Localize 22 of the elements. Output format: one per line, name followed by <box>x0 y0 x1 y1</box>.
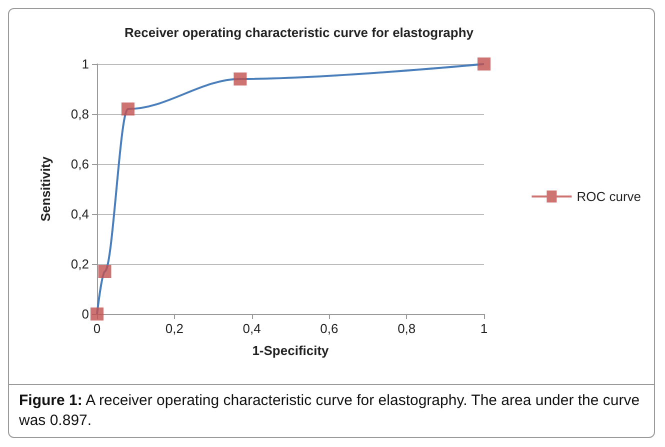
y-tick-label: 1 <box>82 56 89 72</box>
x-tick-label: 1 <box>480 321 488 336</box>
y-tick-label: 0,8 <box>70 106 89 122</box>
point <box>98 265 112 278</box>
chart-title: Receiver operating characteristic curve for elastography <box>124 25 474 40</box>
caption: Figure 1: A receiver operating characteristic curve for elastography. The area under the curve was 0.897. <box>9 384 654 437</box>
point <box>234 72 247 86</box>
y-tick-label: 0,4 <box>70 206 89 222</box>
x-axis-title: 1-Specificity <box>252 343 330 358</box>
point <box>90 308 104 320</box>
y-tick-label: 0 <box>82 306 89 322</box>
x-tick-label: 0 <box>93 321 101 336</box>
y-tick-label: 0,2 <box>70 256 89 272</box>
x-tick-label: 0,6 <box>320 321 338 336</box>
x-tick-label: 0,2 <box>165 321 184 336</box>
y-axis-title: Sensitivity <box>38 156 53 222</box>
legend-label: ROC curve <box>576 189 642 204</box>
point <box>121 102 134 116</box>
y-tick-label: 0,6 <box>70 156 89 172</box>
x-tick-label: 0,8 <box>398 321 416 336</box>
x-tick-label: 0,4 <box>242 321 261 336</box>
point <box>478 58 490 70</box>
